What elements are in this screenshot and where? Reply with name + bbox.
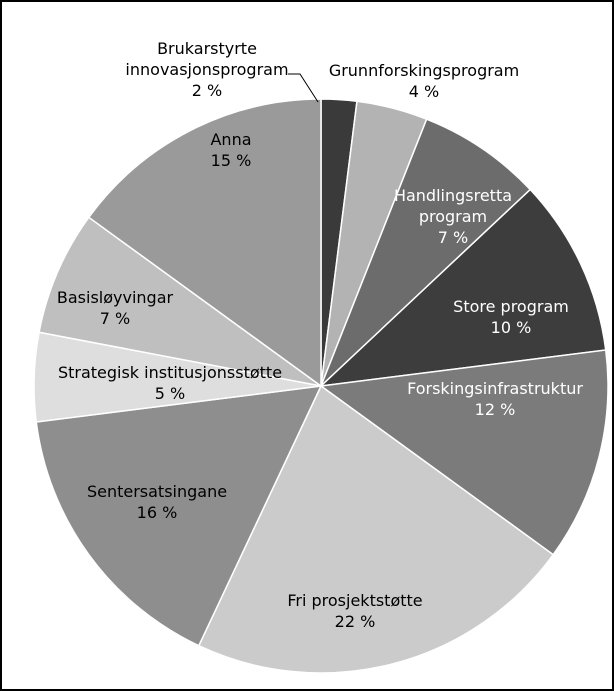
pie-slice [320,118,532,387]
slice-label: Anna 15 % [131,129,331,171]
slice-label: Brukarstyrte innovasjonsprogram 2 % [120,38,295,101]
pie-slice [318,188,607,388]
category-label: Store program [453,297,569,316]
value-label: 16 % [136,503,178,522]
category-label: Fri prosjektstøtte [287,591,423,610]
value-label: 10 % [490,318,532,337]
slice-label: Handlingsretta program 7 % [386,185,521,248]
category-label: Basisløyvingar [56,288,174,307]
category-label: Strategisk institusjonsstøtte [57,363,283,382]
value-label: 12 % [474,400,516,419]
category-label: Handlingsretta program [393,186,513,226]
slice-label: Strategisk institusjonsstøtte 5 % [30,362,310,404]
value-label: 7 % [437,228,469,247]
leader-line [288,73,319,103]
value-label: 2 % [191,81,223,100]
pie-slice [319,349,609,556]
category-label: Grunnforskingsprogram [328,61,520,80]
pie-slice [38,216,322,387]
value-label: 7 % [99,309,131,328]
value-label: 22 % [334,612,376,631]
slice-label: Forskingsinfrastruktur 12 % [375,378,614,420]
value-label: 5 % [154,384,186,403]
category-label: Brukarstyrte innovasjonsprogram [125,39,289,79]
category-label: Sentersatsingane [86,482,228,501]
category-label: Forskingsinfrastruktur [407,379,583,398]
pie-slice [87,98,322,388]
value-label: 15 % [210,151,252,170]
slice-label: Basisløyvingar 7 % [15,287,215,329]
category-label: Anna [210,130,252,149]
slice-label: Sentersatsingane 16 % [57,481,257,523]
slice-label: Fri prosjektstøtte 22 % [245,590,465,632]
slice-label: Store program 10 % [411,296,611,338]
value-label: 4 % [408,82,440,101]
slice-label: Grunnforskingsprogram 4 % [304,60,544,102]
pie-slice [35,385,323,647]
